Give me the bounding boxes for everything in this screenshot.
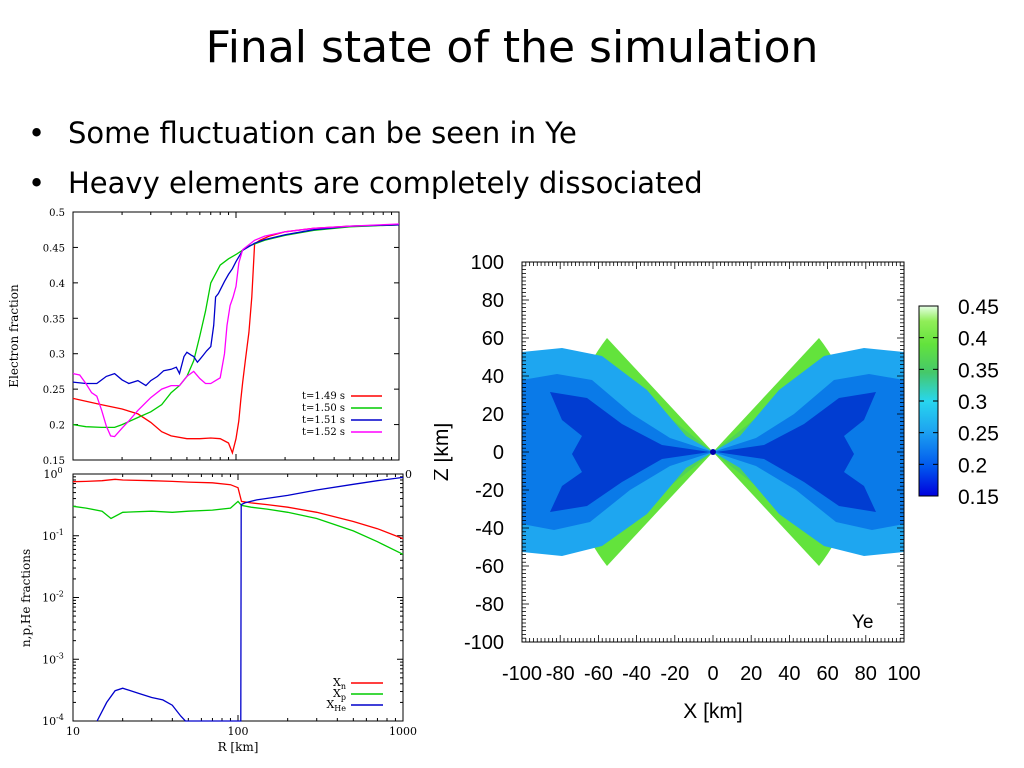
fractions-xlabel: R [km]	[218, 740, 259, 754]
series-line	[72, 478, 404, 540]
x-tick-label: 100	[228, 725, 249, 738]
ye-map-xlabel: X [km]	[683, 700, 743, 723]
legend-label: t=1.51 s	[302, 415, 345, 426]
y-tick-label: 10-2	[42, 590, 64, 605]
bullet-dot: •	[28, 166, 46, 200]
ye-profile-ticks: 0.15 0.2 0.25 0.3 0.35 0.4 0.45 0.5	[43, 208, 400, 467]
ye-map-chart: -100 -80 -60 -40 -20 0 20 40 60 80 100100806040200…	[434, 252, 999, 723]
colorbar-tick-label: 0.4	[958, 328, 988, 351]
x-tick-label: 60	[816, 663, 838, 685]
y-tick-label: 0.15	[43, 456, 65, 467]
fractions-frame	[72, 473, 404, 722]
y-tick-label: -100	[464, 632, 504, 654]
ye-profile-frame	[72, 211, 400, 461]
ye-profile-legend: t=1.49 s t=1.50 s t=1.51 s t=1.52 s	[302, 391, 382, 438]
fractions-ylabel: n,p,He fractions	[19, 549, 33, 647]
y-tick-label: 10-4	[42, 713, 64, 728]
series-line	[72, 224, 400, 387]
x-tick-label: 10	[66, 725, 80, 738]
x-tick-label: -100	[502, 663, 542, 685]
x-tick-label: -60	[584, 663, 613, 685]
series-line	[96, 476, 404, 722]
ye-profile-ylabel: Electron fraction	[7, 284, 21, 388]
x-tick-label: 100	[887, 663, 920, 685]
x-tick-label: 1000	[389, 725, 417, 738]
y-tick-label: 10-3	[42, 651, 64, 666]
y-tick-label: 100	[471, 252, 504, 274]
y-tick-label: 0.2	[49, 421, 65, 432]
stray-tick-label: 0	[405, 468, 412, 481]
x-tick-label: -20	[660, 663, 689, 685]
y-tick-label: 40	[482, 366, 504, 388]
series-line	[72, 500, 404, 555]
y-tick-label: 0.25	[43, 385, 65, 396]
ye-right-lobe-core	[716, 392, 876, 512]
x-tick-label: 40	[778, 663, 800, 685]
x-tick-label: 20	[740, 663, 762, 685]
y-tick-label: 60	[482, 328, 504, 350]
y-tick-label: -20	[475, 480, 504, 502]
y-tick-label: 0	[493, 442, 504, 464]
legend-label: Xp	[333, 687, 346, 702]
y-tick-label: -80	[475, 594, 504, 616]
ye-map-field	[522, 338, 904, 566]
fractions-series	[72, 476, 404, 722]
slide-title: Final state of the simulation	[205, 22, 819, 73]
legend-label: t=1.49 s	[302, 391, 345, 402]
x-tick-label: -80	[546, 663, 575, 685]
bullet-dot: •	[28, 116, 46, 150]
y-tick-label: 0.3	[49, 350, 65, 361]
y-tick-label: 0.5	[49, 208, 65, 219]
y-tick-label: -40	[475, 518, 504, 540]
bullet-item: • Some fluctuation can be seen in Ye	[28, 108, 703, 158]
colorbar-tick-label: 0.15	[958, 486, 999, 509]
ye-map-annotation: Ye	[852, 612, 874, 633]
y-tick-label: -60	[475, 556, 504, 578]
series-line	[72, 224, 400, 429]
y-tick-label: 0.45	[43, 243, 65, 254]
colorbar-tick-label: 0.35	[958, 359, 999, 382]
fractions-legend: Xn Xp XHe	[326, 676, 383, 713]
legend-label: XHe	[326, 698, 346, 713]
ye-left-lobe-core	[550, 392, 710, 512]
x-tick-label: 80	[855, 663, 877, 685]
bullet-text: Some fluctuation can be seen in Ye	[68, 116, 577, 150]
radial-profile-charts: 0.15 0.2 0.25 0.3 0.35 0.4 0.45 0.5 Electron fr…	[7, 208, 417, 754]
legend-label: Xn	[333, 676, 346, 691]
colorbar-tick-label: 0.45	[958, 296, 999, 319]
legend-label: t=1.52 s	[302, 427, 345, 438]
ye-center-point	[710, 449, 716, 455]
ye-profile-series	[72, 223, 400, 456]
x-tick-label: 0	[707, 663, 718, 685]
y-tick-label: 0.35	[43, 314, 65, 325]
colorbar-tick-label: 0.25	[958, 423, 999, 446]
bullet-list: • Some fluctuation can be seen in Ye • Hea…	[28, 108, 703, 208]
series-line	[72, 224, 400, 456]
bullet-item: • Heavy elements are completely dissociat…	[28, 158, 703, 208]
y-tick-label: 10-1	[42, 528, 64, 543]
y-tick-label: 0.4	[49, 279, 65, 290]
series-line	[72, 223, 400, 438]
x-tick-label: -40	[622, 663, 651, 685]
ye-map-ticks: -100 -80 -60 -40 -20 0 20 40 60 80 100100806040200…	[464, 252, 921, 685]
y-tick-label: 20	[482, 404, 504, 426]
ye-colorbar-ticks: 0.45 0.4 0.35 0.3 0.25 0.2 0.15	[919, 296, 999, 509]
legend-label: t=1.50 s	[302, 403, 345, 414]
colorbar-tick-label: 0.3	[958, 391, 987, 414]
y-tick-label: 100	[43, 466, 62, 481]
ye-map-ylabel: Z [km]	[434, 423, 453, 481]
colorbar-tick-label: 0.2	[958, 454, 987, 477]
y-tick-label: 80	[482, 290, 504, 312]
bullet-text: Heavy elements are completely dissociate…	[68, 166, 703, 200]
